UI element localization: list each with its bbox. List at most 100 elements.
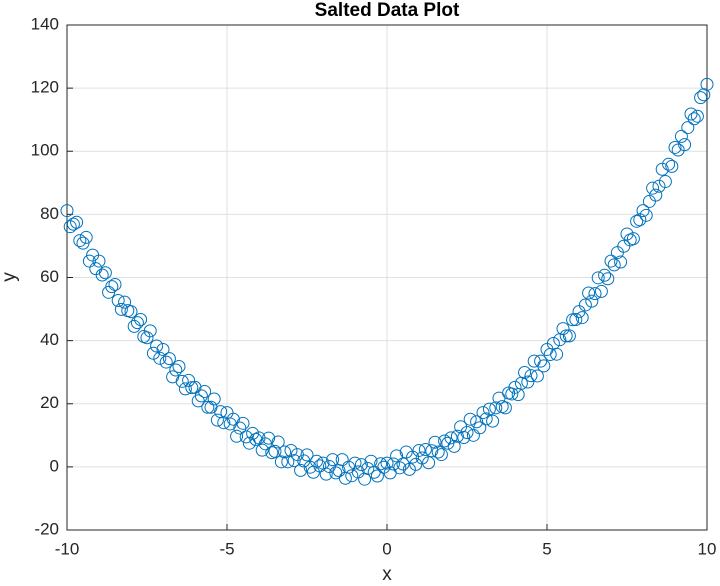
point [556,322,570,336]
point [185,381,199,395]
point [700,77,714,91]
point [681,121,695,135]
point [431,445,445,459]
point [444,431,458,445]
y-tick-label: -20 [34,519,59,538]
point [498,401,512,415]
point [210,413,224,427]
point [690,109,704,123]
point [153,351,167,365]
point [476,406,490,420]
point [60,204,74,218]
point [134,312,148,326]
point [578,298,592,312]
point [585,294,599,308]
point [447,439,461,453]
point [159,355,173,369]
point [73,234,87,248]
point [646,181,660,195]
x-tick-label: 10 [698,539,717,558]
point [313,459,327,473]
point [607,258,621,272]
point [658,175,672,189]
y-axis-label: y [0,272,20,282]
point [633,213,647,227]
point [194,389,208,403]
point [604,254,618,268]
point [460,425,474,439]
y-tick-label: 40 [40,330,59,349]
point [236,416,250,430]
x-tick-label: 5 [542,539,551,558]
point [466,428,480,442]
point [300,448,314,462]
point [591,271,605,285]
point [486,414,500,428]
y-tick-label: 20 [40,393,59,412]
point [246,426,260,440]
point [639,208,653,222]
point [482,402,496,416]
point [418,443,432,457]
point [694,91,708,105]
point [678,138,692,152]
x-tick-label: -5 [219,539,234,558]
point [505,387,519,401]
point [111,294,125,308]
point [380,456,394,470]
point [518,366,532,380]
point [674,129,688,143]
point [105,280,119,294]
point [582,286,596,300]
point [98,266,112,280]
point [223,417,237,431]
point [63,220,77,234]
y-tick-label: 80 [40,204,59,223]
point [415,451,429,465]
point [614,255,628,269]
point [537,359,551,373]
point [82,254,96,268]
point [130,316,144,330]
point [92,254,106,268]
point [412,443,426,457]
point [294,463,308,477]
point [118,295,132,309]
point [278,445,292,459]
point [601,272,615,286]
point [575,311,589,325]
point [150,339,164,353]
point [428,435,442,449]
y-tick-label: 60 [40,267,59,286]
point [172,360,186,374]
point [207,392,221,406]
point [620,227,634,241]
point [319,467,333,481]
point [108,277,122,291]
point [473,421,487,435]
point [684,107,698,121]
point [310,454,324,468]
point [566,313,580,327]
point [374,457,388,471]
point [626,232,640,246]
point [425,444,439,458]
point [188,380,202,394]
point [594,284,608,298]
point [524,369,538,383]
point [175,374,189,388]
y-tick-label: 100 [31,141,59,160]
point [124,305,138,319]
point [335,453,349,467]
point [550,347,564,361]
point [470,415,484,429]
point [521,375,535,389]
point [562,329,576,343]
point [390,449,404,463]
point [630,214,644,228]
point [230,429,244,443]
point [386,457,400,471]
